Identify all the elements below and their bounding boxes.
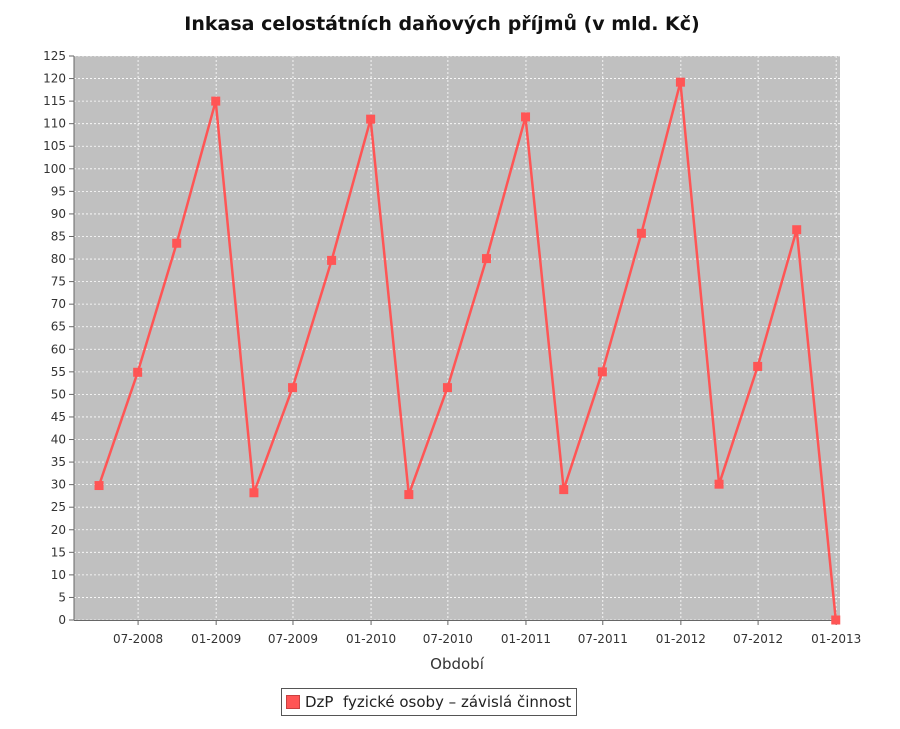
data-point <box>172 238 182 248</box>
series-line <box>97 80 838 621</box>
data-point <box>831 615 841 625</box>
y-tick-label: 55 <box>51 365 66 379</box>
y-tick-label: 45 <box>51 410 66 424</box>
x-tick-label: 01-2012 <box>656 632 706 646</box>
y-tick-label: 50 <box>51 387 66 401</box>
legend-label: DzP fyzické osoby – závislá činnost <box>305 693 572 711</box>
x-tick-label: 07-2011 <box>578 632 628 646</box>
data-point <box>597 367 607 377</box>
data-point <box>366 114 376 124</box>
data-point <box>559 485 569 495</box>
y-tick-label: 110 <box>43 117 66 131</box>
y-tick-label: 20 <box>51 523 66 537</box>
data-point <box>481 254 491 264</box>
y-tick-label: 75 <box>51 275 66 289</box>
y-tick-label: 40 <box>51 433 66 447</box>
data-point <box>714 479 724 489</box>
y-tick-label: 0 <box>58 613 66 627</box>
x-tick-label: 07-2009 <box>268 632 318 646</box>
x-tick-label: 01-2013 <box>811 632 861 646</box>
plot-area <box>74 56 840 620</box>
x-tick-label: 01-2010 <box>346 632 396 646</box>
legend: DzP fyzické osoby – závislá činnost <box>281 688 578 716</box>
data-point <box>753 361 763 371</box>
x-tick-label: 07-2008 <box>113 632 163 646</box>
y-tick-label: 70 <box>51 297 66 311</box>
y-tick-label: 10 <box>51 568 66 582</box>
data-point <box>133 367 143 377</box>
data-point <box>442 383 452 393</box>
y-tick-label: 100 <box>43 162 66 176</box>
y-tick-label: 90 <box>51 207 66 221</box>
x-tick-label: 07-2012 <box>733 632 783 646</box>
y-tick-label: 120 <box>43 72 66 86</box>
data-point <box>327 255 337 265</box>
series-layer <box>94 77 841 625</box>
legend-swatch <box>286 695 300 709</box>
data-point <box>636 228 646 238</box>
x-tick-label: 01-2009 <box>191 632 241 646</box>
grid-layer <box>74 55 840 621</box>
y-tick-label: 105 <box>43 139 66 153</box>
y-tick-label: 125 <box>43 49 66 63</box>
data-point <box>211 96 221 106</box>
x-tick-label: 07-2010 <box>423 632 473 646</box>
y-tick-label: 95 <box>51 184 66 198</box>
data-point <box>521 112 531 122</box>
y-tick-label: 35 <box>51 455 66 469</box>
y-tick-label: 25 <box>51 500 66 514</box>
y-tick-label: 15 <box>51 545 66 559</box>
y-tick-label: 5 <box>58 590 66 604</box>
data-point <box>249 488 259 498</box>
y-tick-label: 65 <box>51 320 66 334</box>
data-point <box>792 225 802 235</box>
y-tick-label: 60 <box>51 342 66 356</box>
data-point <box>94 481 104 491</box>
axis-layer: 0 5 10 15 20 25 30 35 40 45 50 55 60 65 70 75 80 85 90 95 10… <box>43 49 861 646</box>
x-tick-label: 01-2011 <box>501 632 551 646</box>
data-point <box>288 383 298 393</box>
data-point <box>404 490 414 500</box>
y-tick-label: 30 <box>51 478 66 492</box>
y-tick-label: 85 <box>51 229 66 243</box>
y-tick-label: 80 <box>51 252 66 266</box>
x-axis-label: Období <box>430 655 485 673</box>
data-point <box>675 77 685 87</box>
chart-title: Inkasa celostátních daňových příjmů (v m… <box>184 13 700 35</box>
y-tick-label: 115 <box>43 94 66 108</box>
